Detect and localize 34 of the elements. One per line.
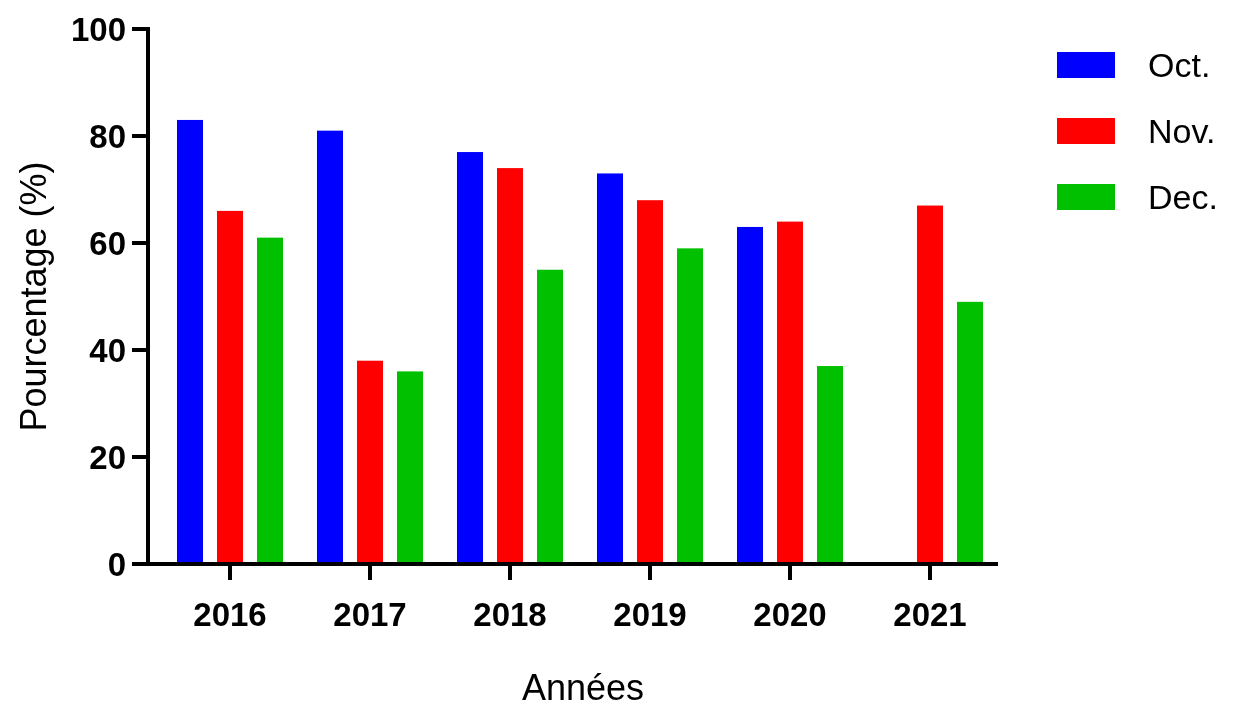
bar (257, 237, 283, 564)
x-tick-label: 2017 (333, 596, 407, 633)
bar (597, 173, 623, 564)
bar (397, 371, 423, 564)
x-axis-title: Années (521, 667, 645, 708)
y-axis-title: Pourcentage (%) (13, 161, 54, 432)
bar (637, 200, 663, 564)
y-tick-label: 80 (89, 117, 126, 155)
x-tick-label: 2016 (193, 596, 267, 633)
bar (357, 360, 383, 564)
legend-label: Dec. (1148, 177, 1218, 216)
bar (777, 221, 803, 564)
legend-label: Oct. (1148, 45, 1211, 84)
bar (457, 152, 483, 564)
y-tick-label: 20 (89, 438, 126, 476)
y-tick-label: 0 (107, 545, 126, 583)
bar (677, 248, 703, 564)
bar (817, 366, 843, 564)
bar (497, 168, 523, 564)
legend-label: Nov. (1148, 111, 1216, 150)
x-tick-label: 2021 (893, 596, 967, 633)
bar (917, 205, 943, 564)
x-tick-label: 2018 (473, 596, 547, 633)
x-tick-label: 2020 (753, 596, 827, 633)
y-tick-label: 60 (89, 224, 126, 262)
bar (957, 301, 983, 564)
bar (317, 130, 343, 564)
bar (537, 269, 563, 564)
y-tick-label: 100 (70, 10, 126, 48)
bar (217, 210, 243, 564)
bar (177, 119, 203, 564)
x-tick-label: 2019 (613, 596, 687, 633)
bar (737, 226, 763, 564)
y-tick-label: 40 (89, 331, 126, 369)
